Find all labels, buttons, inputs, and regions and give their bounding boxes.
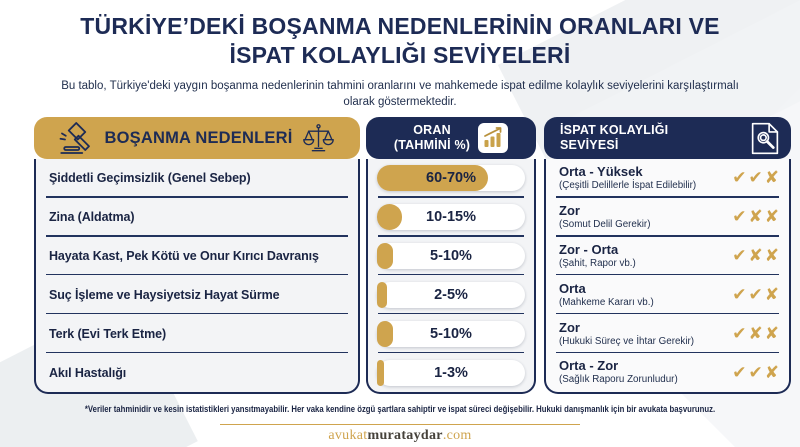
proof-body: Orta - Yüksek (Çeşitli Delillerle İspat E… <box>544 159 791 394</box>
proof-level: Zor <box>559 319 580 335</box>
rate-header: ORAN (TAHMİNİ %) <box>366 117 536 159</box>
rate-panel: ORAN (TAHMİNİ %) 60-70% 10-15% 5-10% <box>366 117 536 394</box>
proof-note: (Somut Delil Gerekir) <box>559 219 651 231</box>
rate-value: 60-70% <box>426 170 476 187</box>
proof-note: (Çeşitli Delillerle İspat Edilebilir) <box>559 180 697 192</box>
table-row: 5-10% <box>368 314 534 353</box>
check-cross-marks: ✔✔✘ <box>732 362 781 383</box>
reason-label: Zina (Aldatma) <box>49 210 135 225</box>
table-row: 60-70% <box>368 159 534 198</box>
document-search-icon <box>751 122 779 155</box>
table-row: Terk (Evi Terk Etme) <box>36 314 358 353</box>
rate-body: 60-70% 10-15% 5-10% 2-5% 5-10% 1-3% <box>366 159 536 394</box>
page-title: TÜRKİYE’DEKİ BOŞANMA NEDENLERİNİN ORANLA… <box>80 13 720 69</box>
proof-header: İSPAT KOLAYLIĞI SEVİYESİ <box>544 117 791 159</box>
rate-bar-fill <box>377 204 403 231</box>
table-row: Akıl Hastalığı <box>36 353 358 392</box>
proof-note: (Mahkeme Kararı vb.) <box>559 296 654 308</box>
proof-note: (Sağlık Raporu Zorunludur) <box>559 374 678 386</box>
proof-panel: İSPAT KOLAYLIĞI SEVİYESİ Orta - Yüksek (Ç… <box>544 117 791 394</box>
reason-label: Akıl Hastalığı <box>49 365 127 380</box>
reason-label: Şiddetli Geçimsizlik (Genel Sebep) <box>49 171 251 186</box>
rate-bar: 5-10% <box>377 320 525 347</box>
website-prefix: avukat <box>328 428 368 443</box>
reason-label: Hayata Kast, Pek Kötü ve Onur Kırıcı Dav… <box>49 249 319 264</box>
proof-level: Orta - Yüksek <box>559 164 643 180</box>
proof-level: Orta <box>559 280 586 296</box>
check-cross-marks: ✔✘✘ <box>732 323 781 344</box>
rate-bar-fill <box>377 359 385 386</box>
rate-bar: 5-10% <box>377 243 525 270</box>
check-cross-marks: ✔✔✘ <box>732 284 781 305</box>
table-row: Hayata Kast, Pek Kötü ve Onur Kırıcı Dav… <box>36 237 358 276</box>
website-link[interactable]: avukatmurataydar.com <box>0 428 800 444</box>
proof-level: Zor <box>559 203 580 219</box>
rate-value: 10-15% <box>426 209 476 226</box>
rate-bar: 10-15% <box>377 204 525 231</box>
reason-label: Terk (Evi Terk Etme) <box>49 326 167 341</box>
disclaimer-text: *Veriler tahminidir ve kesin istatistikl… <box>84 404 716 414</box>
reasons-header: BOŞANMA NEDENLERİ <box>34 117 360 159</box>
reasons-header-label: BOŞANMA NEDENLERİ <box>104 128 293 147</box>
table-row: Zina (Aldatma) <box>36 198 358 237</box>
rate-value: 5-10% <box>430 325 472 342</box>
rate-header-label: ORAN (TAHMİNİ %) <box>393 123 471 152</box>
reasons-body: Şiddetli Geçimsizlik (Genel Sebep) Zina … <box>34 159 360 394</box>
rate-bar-fill <box>377 243 394 270</box>
scales-icon <box>302 122 335 155</box>
website-name: murataydar <box>367 428 443 443</box>
rate-bar: 1-3% <box>377 359 525 386</box>
rate-bar-fill <box>377 281 388 308</box>
rate-value: 2-5% <box>434 286 468 303</box>
proof-note: (Şahit, Rapor vb.) <box>559 257 636 269</box>
check-cross-marks: ✔✘✘ <box>732 246 781 267</box>
bar-chart-icon <box>478 123 509 153</box>
table-row: Orta - Zor (Sağlık Raporu Zorunludur) ✔✔✘ <box>546 353 789 392</box>
table-row: 2-5% <box>368 275 534 315</box>
rate-bar: 2-5% <box>377 281 525 308</box>
proof-level: Zor - Orta <box>559 241 619 257</box>
proof-note: (Hukuki Süreç ve İhtar Gerekir) <box>559 335 695 347</box>
table-row: Şiddetli Geçimsizlik (Genel Sebep) <box>36 159 358 198</box>
rate-value: 5-10% <box>430 248 472 265</box>
table-row: 10-15% <box>368 198 534 237</box>
table-row: 1-3% <box>368 353 534 392</box>
table-row: Orta (Mahkeme Kararı vb.) ✔✔✘ <box>546 275 789 315</box>
rate-bar-fill <box>377 320 394 347</box>
rate-bar: 60-70% <box>377 165 525 192</box>
table-row: Orta - Yüksek (Çeşitli Delillerle İspat E… <box>546 159 789 198</box>
footer-divider <box>220 424 580 425</box>
table-row: Zor (Somut Delil Gerekir) ✔✘✘ <box>546 198 789 237</box>
table-row: Zor (Hukuki Süreç ve İhtar Gerekir) ✔✘✘ <box>546 314 789 353</box>
rate-bar-fill <box>377 165 488 192</box>
table-row: Suç İşleme ve Haysiyetsiz Hayat Sürme <box>36 275 358 315</box>
reasons-panel: BOŞANMA NEDENLERİ Şiddetli Geçimsi <box>34 117 360 394</box>
website-tld: .com <box>442 428 472 443</box>
proof-level: Orta - Zor <box>559 358 619 374</box>
page-subtitle: Bu tablo, Türkiye'deki yaygın boşanma ne… <box>61 80 739 108</box>
rate-value: 1-3% <box>434 364 468 381</box>
proof-header-label: İSPAT KOLAYLIĞI SEVİYESİ <box>560 123 669 152</box>
gavel-icon <box>59 120 95 156</box>
table-row: 5-10% <box>368 237 534 276</box>
table-row: Zor - Orta (Şahit, Rapor vb.) ✔✘✘ <box>546 237 789 276</box>
check-cross-marks: ✔✔✘ <box>732 168 781 189</box>
reason-label: Suç İşleme ve Haysiyetsiz Hayat Sürme <box>49 287 280 302</box>
check-cross-marks: ✔✘✘ <box>732 207 781 228</box>
